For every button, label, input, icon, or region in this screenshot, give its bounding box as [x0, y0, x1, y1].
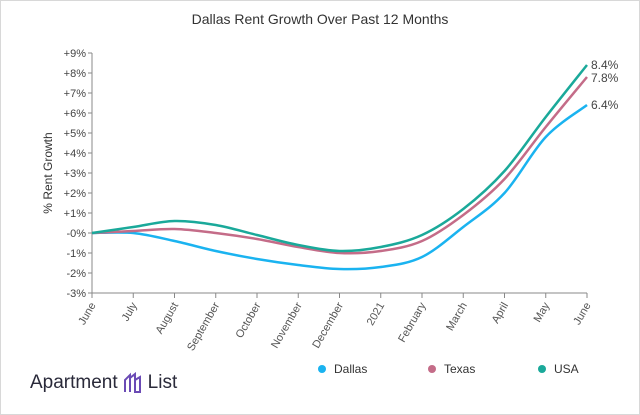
logo-text-left: Apartment: [30, 372, 118, 393]
apartment-list-logo: Apartment List: [30, 372, 177, 394]
end-label-usa: 8.4%: [591, 58, 619, 72]
x-tick-label: May: [532, 300, 553, 324]
legend-marker-usa: [538, 365, 546, 373]
legend-label-dallas: Dallas: [334, 362, 367, 376]
x-tick-label: June: [571, 301, 593, 328]
x-tick-label: February: [396, 300, 429, 345]
x-tick-label: September: [185, 300, 222, 353]
series-line-texas: [91, 76, 588, 255]
x-tick-label: October: [234, 300, 264, 340]
x-tick-label: 2021: [365, 301, 388, 328]
y-tick-label: -3%: [66, 288, 86, 300]
y-tick-label: +7%: [64, 88, 87, 100]
legend-label-usa: USA: [554, 362, 579, 376]
legend-label-texas: Texas: [444, 362, 475, 376]
y-axis-label: % Rent Growth: [41, 132, 55, 213]
series-line-dallas: [91, 104, 588, 271]
y-tick-label: -2%: [66, 268, 86, 280]
x-tick-label: June: [76, 301, 98, 328]
y-tick-label: +9%: [64, 48, 87, 60]
x-tick-label: March: [444, 301, 470, 333]
x-tick-label: December: [310, 300, 346, 350]
y-tick-label: +6%: [64, 108, 87, 120]
y-tick-label: -0%: [66, 228, 86, 240]
end-label-texas: 7.8%: [591, 71, 619, 85]
legend-marker-texas: [428, 365, 436, 373]
y-tick-label: +1%: [64, 208, 87, 220]
building-logo-icon: [123, 372, 141, 393]
x-tick-label: August: [154, 301, 182, 337]
y-tick-label: -1%: [66, 248, 86, 260]
legend-marker-dallas: [318, 365, 326, 373]
y-tick-label: +5%: [64, 128, 87, 140]
x-tick-label: April: [490, 301, 511, 326]
x-tick-label: July: [120, 300, 140, 323]
x-tick-label: November: [269, 300, 305, 350]
y-tick-label: +3%: [64, 168, 87, 180]
y-tick-label: +4%: [64, 148, 87, 160]
logo-text-right: List: [147, 372, 178, 393]
series-line-usa: [91, 64, 588, 253]
y-tick-label: +8%: [64, 68, 87, 80]
end-label-dallas: 6.4%: [591, 98, 619, 112]
y-tick-label: +2%: [64, 188, 87, 200]
chart-title: Dallas Rent Growth Over Past 12 Months: [192, 11, 449, 27]
